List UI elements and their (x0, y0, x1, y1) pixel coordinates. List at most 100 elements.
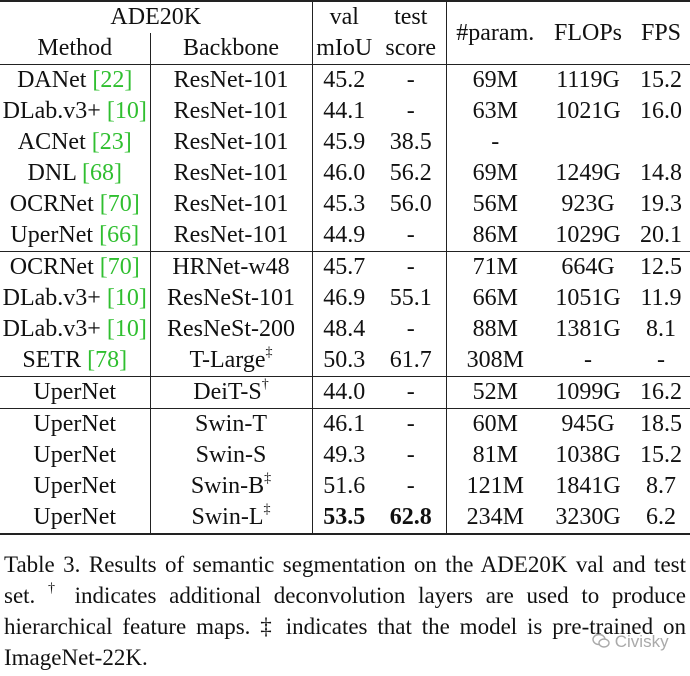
citation-number: 10 (114, 316, 139, 342)
val-miou-cell: 44.0 (312, 377, 376, 409)
param-cell-value: 86M (472, 222, 518, 248)
param-cell: 60M (446, 409, 544, 441)
citation-bracket: [ (106, 316, 115, 342)
backbone-name: Swin-S (195, 442, 267, 468)
backbone-cell: DeiT-S† (150, 376, 313, 409)
header-dataset: ADE20K (0, 1, 313, 33)
backbone-mark: ‡ (265, 345, 273, 360)
fps-cell: - (632, 345, 690, 377)
backbone-name: DeiT-S (193, 379, 262, 405)
flops-cell: 1249G (544, 158, 632, 189)
citation-link[interactable]: [70] (100, 191, 140, 217)
citation-number: 10 (114, 98, 139, 124)
header-val-bottom: mIoU (316, 35, 373, 61)
param-cell: 308M (446, 345, 544, 377)
fps-cell: 8.1 (632, 314, 690, 345)
backbone-cell: HRNet-w48 (150, 251, 313, 283)
test-score-cell-value: - (406, 379, 415, 405)
citation-link[interactable]: [22] (92, 67, 132, 93)
backbone-cell: ResNet-101 (150, 127, 313, 158)
table-row: DLab.v3+ [10] ResNeSt-200 48.4 - 88M 1381G 8.1 (0, 314, 690, 345)
citation-bracket: [ (92, 67, 101, 93)
test-score-cell: - (376, 251, 447, 283)
citation-bracket: ] (119, 347, 128, 373)
val-miou-cell-value: 49.3 (323, 442, 366, 468)
method-cell: UperNet [66] (0, 220, 151, 252)
test-score-cell: - (376, 440, 447, 471)
flops-cell: 1029G (544, 220, 632, 252)
val-miou-cell: 46.1 (312, 409, 376, 441)
citation-bracket: ] (131, 191, 140, 217)
flops-cell-value: - (584, 347, 592, 373)
param-cell: 121M (446, 471, 544, 502)
fps-cell-value: 6.2 (646, 504, 676, 530)
test-score-cell: - (376, 408, 447, 440)
val-miou-cell-value: 45.2 (323, 67, 366, 93)
param-cell-value: - (491, 129, 500, 155)
fps-cell: 11.9 (632, 283, 690, 314)
header-test-top: test (376, 1, 447, 33)
test-score-cell: 38.5 (376, 127, 447, 158)
citation-link[interactable]: [68] (82, 160, 122, 186)
test-score-cell: - (376, 220, 447, 252)
citation-bracket: [ (99, 191, 108, 217)
backbone-name: ResNet-101 (173, 160, 289, 186)
test-score-cell-value: - (406, 442, 415, 468)
fps-cell: 16.2 (632, 377, 690, 409)
citation-link[interactable]: [70] (100, 254, 140, 280)
flops-cell-value: 1381G (555, 316, 621, 342)
val-miou-cell: 45.2 (312, 65, 376, 97)
backbone-cell: ResNeSt-101 (150, 283, 313, 314)
backbone-name: ResNet-101 (173, 222, 289, 248)
val-miou-cell-value: 45.9 (323, 129, 366, 155)
method-cell: DLab.v3+ [10] (0, 283, 151, 314)
table-row: ACNet [23] ResNet-101 45.9 38.5 - (0, 127, 690, 158)
citation-bracket: [ (99, 254, 108, 280)
test-score-cell: - (376, 471, 447, 502)
param-cell-value: 88M (472, 316, 518, 342)
param-cell-value: 121M (466, 473, 524, 499)
citation-bracket: ] (123, 129, 132, 155)
fps-cell-value: 15.2 (640, 442, 682, 468)
method-name: DLab.v3+ (2, 98, 101, 124)
val-miou-cell: 44.9 (312, 220, 376, 252)
param-cell-value: 69M (472, 67, 518, 93)
val-miou-cell: 46.9 (312, 283, 376, 314)
header-flops: FLOPs (553, 19, 623, 46)
method-cell: UperNet (0, 471, 151, 502)
flops-cell-value: 1051G (555, 285, 621, 311)
flops-cell-value: 1099G (555, 379, 621, 405)
flops-cell-value: 1841G (555, 473, 621, 499)
val-miou-cell: 51.6 (312, 471, 376, 502)
test-score-cell-value: - (406, 98, 415, 124)
citation-link[interactable]: [78] (87, 347, 127, 373)
flops-cell-value: 1021G (555, 98, 621, 124)
watermark: Civisky (592, 632, 669, 652)
test-score-cell: 56.2 (376, 158, 447, 189)
citation-link[interactable]: [23] (92, 129, 132, 155)
citation-link[interactable]: [10] (107, 285, 147, 311)
fps-cell-value: 18.5 (640, 411, 682, 437)
param-cell-value: 69M (472, 160, 518, 186)
val-miou-cell: 48.4 (312, 314, 376, 345)
citation-bracket: ] (138, 285, 147, 311)
fps-cell: 20.1 (632, 220, 690, 252)
param-cell-value: 71M (472, 254, 518, 280)
val-miou-cell-value: 46.9 (323, 285, 366, 311)
citation-number: 78 (95, 347, 120, 373)
backbone-name: Swin-T (195, 411, 267, 437)
backbone-name: HRNet-w48 (172, 254, 290, 280)
method-cell: DLab.v3+ [10] (0, 96, 151, 127)
citation-link[interactable]: [66] (99, 222, 139, 248)
val-miou-cell: 44.1 (312, 96, 376, 127)
citation-bracket: ] (138, 316, 147, 342)
citation-link[interactable]: [10] (107, 316, 147, 342)
caption-part1: Table 3. Results of semantic segmentatio… (4, 552, 686, 608)
citation-link[interactable]: [10] (107, 98, 147, 124)
fps-cell-value: 12.5 (640, 254, 682, 280)
param-cell-value: 63M (472, 98, 518, 124)
table-row: DLab.v3+ [10] ResNet-101 44.1 - 63M 1021G 16.0 (0, 96, 690, 127)
test-score-cell-value: - (406, 222, 415, 248)
backbone-cell: Swin-L‡ (150, 502, 313, 535)
fps-cell: 8.7 (632, 471, 690, 502)
